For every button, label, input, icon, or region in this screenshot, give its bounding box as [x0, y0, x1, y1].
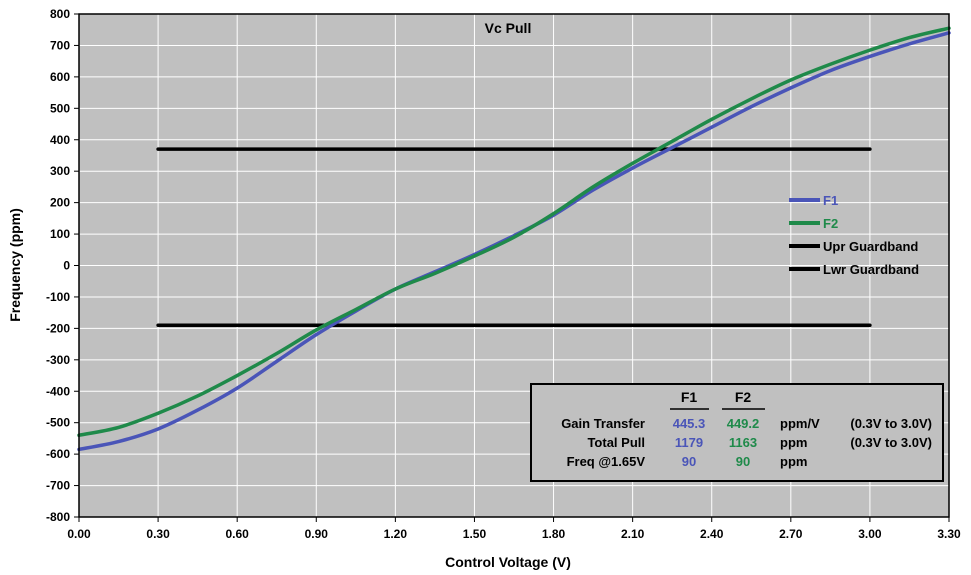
stats-row-label: Total Pull [587, 435, 645, 450]
stats-row-label: Gain Transfer [561, 416, 645, 431]
y-tick-label: -500 [46, 416, 70, 430]
x-tick-label: 1.80 [542, 527, 566, 541]
y-tick-label: 600 [50, 70, 70, 84]
stats-table: F1 F2 Gain Transfer 445.3 449.2 ppm/V (0… [530, 383, 944, 482]
y-tick-label: -200 [46, 321, 70, 335]
stats-row-unit: ppm [780, 454, 807, 469]
legend-label: F2 [823, 216, 838, 231]
stats-row-range: (0.3V to 3.0V) [850, 416, 932, 431]
y-tick-label: -800 [46, 510, 70, 524]
stats-row-f1: 445.3 [673, 416, 706, 431]
y-tick-label: -700 [46, 479, 70, 493]
y-tick-label: 100 [50, 227, 70, 241]
y-tick-label: -600 [46, 447, 70, 461]
legend-label: Lwr Guardband [823, 262, 919, 277]
stats-row-unit: ppm [780, 435, 807, 450]
legend-label: F1 [823, 193, 838, 208]
stats-row-f2: 90 [736, 454, 750, 469]
y-axis-label: Frequency (ppm) [7, 208, 23, 322]
stats-row-unit: ppm/V [780, 416, 820, 431]
x-axis-ticks: 0.00 0.30 0.60 0.90 1.20 1.50 1.80 2.10 2.40 2.70… [67, 517, 961, 541]
chart-title: Vc Pull [485, 20, 532, 36]
stats-row-f2: 449.2 [727, 416, 760, 431]
x-tick-label: 1.50 [463, 527, 487, 541]
series-layer [77, 26, 951, 452]
y-tick-label: 500 [50, 101, 70, 115]
stats-row-range: (0.3V to 3.0V) [850, 435, 932, 450]
legend: F1 F2 Upr Guardband Lwr Guardband [789, 193, 919, 277]
x-tick-label: 0.90 [305, 527, 329, 541]
series-line-f2 [77, 26, 951, 438]
x-tick-label: 3.30 [937, 527, 961, 541]
stats-table-box [530, 383, 944, 482]
x-tick-label: 0.60 [226, 527, 250, 541]
y-tick-label: -100 [46, 290, 70, 304]
legend-label: Upr Guardband [823, 239, 918, 254]
stats-row-label: Freq @1.65V [567, 454, 646, 469]
y-axis-ticks: 800 700 600 500 400 300 200 100 0 -100 -200 -300 -40… [46, 7, 79, 524]
stats-header-f1: F1 [681, 389, 698, 405]
y-tick-label: 0 [63, 259, 70, 273]
stats-row-f2: 1163 [729, 435, 757, 450]
y-tick-label: 400 [50, 133, 70, 147]
stats-row-f1: 90 [682, 454, 696, 469]
x-tick-label: 0.30 [146, 527, 170, 541]
y-tick-label: 800 [50, 7, 70, 21]
x-tick-label: 1.20 [384, 527, 408, 541]
x-tick-label: 3.00 [858, 527, 882, 541]
y-tick-label: -400 [46, 384, 70, 398]
x-tick-label: 2.10 [621, 527, 645, 541]
y-tick-label: -300 [46, 353, 70, 367]
stats-header-f2: F2 [735, 389, 752, 405]
x-tick-label: 2.40 [700, 527, 724, 541]
x-axis-label: Control Voltage (V) [445, 554, 571, 570]
stats-row-f1: 1179 [675, 435, 703, 450]
y-tick-label: 200 [50, 196, 70, 210]
x-tick-label: 2.70 [779, 527, 803, 541]
y-tick-label: 700 [50, 38, 70, 52]
x-tick-label: 0.00 [67, 527, 91, 541]
y-tick-label: 300 [50, 164, 70, 178]
